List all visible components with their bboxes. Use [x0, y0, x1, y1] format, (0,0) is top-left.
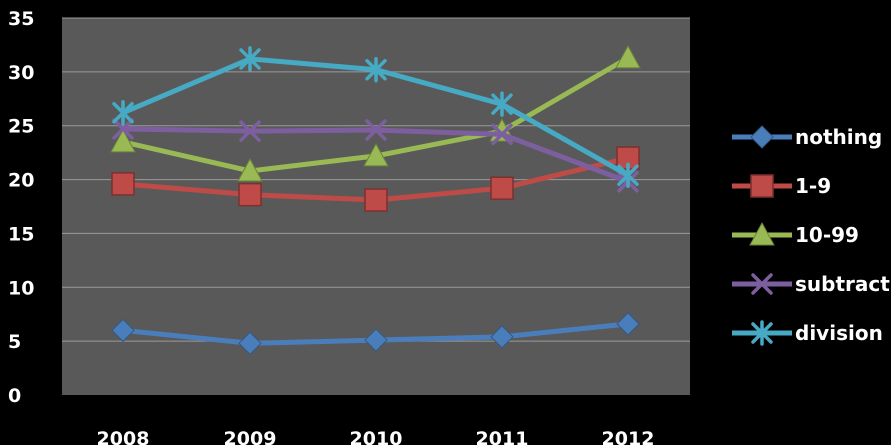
data-point-marker [364, 328, 388, 352]
data-point-marker [112, 100, 134, 126]
y-tick-label: 20 [8, 170, 34, 192]
data-point-marker [237, 157, 263, 182]
data-point-marker [365, 119, 387, 141]
data-point-marker [238, 182, 262, 207]
legend-label: nothing [795, 125, 882, 149]
legend-marker [751, 320, 773, 346]
legend-item: subtracti [732, 272, 891, 296]
data-point-marker [617, 162, 639, 189]
data-point-marker [615, 44, 641, 69]
series-1 [111, 146, 640, 212]
x-tick-label: 2012 [602, 428, 655, 445]
series-3 [112, 118, 639, 193]
data-point-marker [110, 128, 136, 153]
legend-item: 10-99 [732, 221, 859, 247]
gridlines [62, 17, 690, 342]
series-4 [112, 46, 639, 189]
data-point-marker [616, 312, 640, 336]
y-tick-label: 0 [8, 385, 21, 407]
y-tick-label: 10 [8, 277, 34, 299]
y-tick-label: 5 [8, 331, 21, 353]
x-tick-label: 2010 [350, 428, 403, 445]
data-point-marker [238, 331, 262, 356]
data-point-marker [364, 188, 388, 212]
data-point-marker [491, 123, 513, 146]
legend-item: division [732, 320, 883, 346]
legend-item: nothing [732, 125, 882, 149]
legend-label: subtracti [795, 272, 891, 296]
data-point-marker [491, 91, 513, 117]
legend-label: division [795, 321, 883, 345]
legend-marker [749, 221, 775, 246]
legend-label: 10-99 [795, 223, 859, 247]
data-point-marker [239, 46, 261, 72]
x-tick-label: 2008 [97, 428, 150, 445]
data-point-marker [490, 325, 514, 349]
y-tick-label: 35 [8, 8, 34, 30]
y-tick-label: 15 [8, 223, 34, 245]
data-point-marker [111, 318, 135, 343]
legend-label: 1-9 [795, 174, 831, 198]
x-tick-label: 2011 [476, 428, 529, 445]
data-point-marker [365, 56, 387, 83]
x-axis-tick-labels: 2008 2009 2010 2011 2012 [97, 428, 655, 445]
y-axis-tick-labels: 0 5 10 15 20 25 30 35 [8, 8, 34, 407]
legend-marker [751, 273, 773, 295]
y-tick-label: 30 [8, 62, 34, 84]
legend: nothing 1-9 10-99 subtracti division [732, 125, 891, 346]
data-point-marker [112, 118, 134, 140]
legend-item: 1-9 [732, 174, 831, 198]
series-layer [110, 44, 641, 356]
legend-marker [750, 125, 774, 149]
legend-marker [750, 174, 774, 198]
data-point-marker [111, 172, 135, 196]
data-point-marker [490, 176, 514, 200]
y-tick-label: 25 [8, 116, 34, 138]
data-point-marker [239, 120, 261, 142]
series-0 [111, 312, 640, 356]
x-tick-label: 2009 [224, 428, 277, 445]
data-point-marker [363, 142, 389, 167]
